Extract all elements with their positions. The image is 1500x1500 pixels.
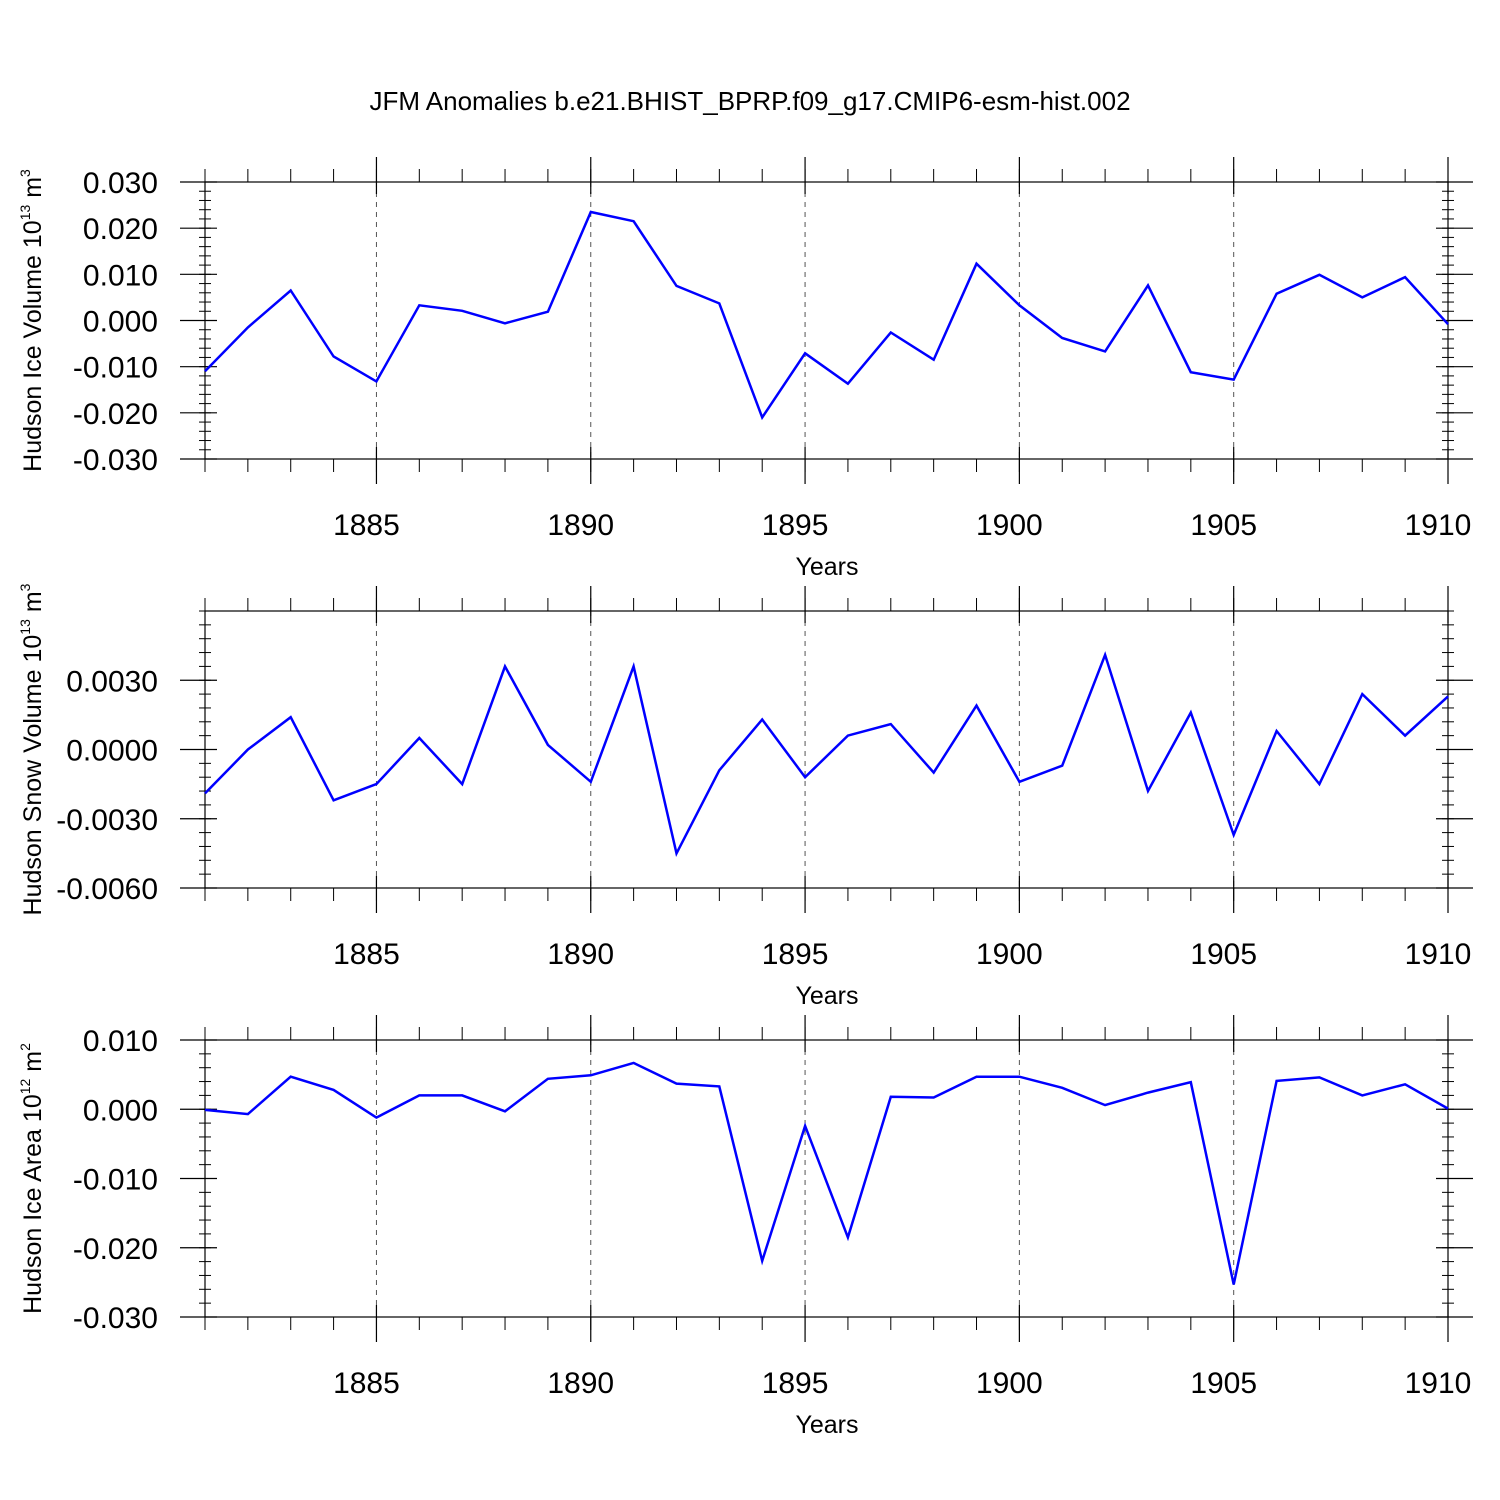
y-tick-label: 0.020 [83,213,158,246]
y-axis-label: Hudson Ice Area 1012 m2 [17,1043,47,1314]
x-tick-label: 1885 [333,509,400,542]
series-line-ice-volume [204,210,1449,421]
figure-title: JFM Anomalies b.e21.BHIST_BPRP.f09_g17.C… [369,86,1130,116]
x-tick-label: 1895 [762,509,829,542]
x-tick-label: 1900 [976,938,1043,971]
y-tick-label: 0.030 [83,167,158,200]
y-tick-label: 0.0030 [66,665,158,698]
y-tick-label: -0.020 [73,398,158,431]
y-tick-label: -0.020 [73,1233,158,1266]
y-tick-label: -0.0030 [56,804,158,837]
x-tick-label: 1885 [333,1367,400,1400]
x-tick-label: 1905 [1190,1367,1257,1400]
x-tick-label: 1890 [547,1367,614,1400]
y-tick-label: 0.010 [83,1025,158,1058]
x-axis-label: Years [795,982,858,1010]
chart-panel-snow-volume: 0.0030 0.0000 -0.0030 -0.0060 1885 1890 1895 19… [17,583,1473,1010]
x-tick-label: 1900 [976,509,1043,542]
x-tick-label: 1905 [1190,938,1257,971]
y-tick-label: -0.010 [73,352,158,385]
x-tick-label: 1890 [547,938,614,971]
y-tick-label: 0.010 [83,259,158,292]
y-tick-label: -0.030 [73,444,158,477]
x-tick-label: 1895 [762,1367,829,1400]
x-axis-label: Years [795,1411,858,1439]
y-axis-label: Hudson Snow Volume 1013 m3 [17,583,47,915]
x-tick-label: 1905 [1190,509,1257,542]
x-tick-label: 1910 [1405,938,1472,971]
x-tick-label: 1910 [1405,1367,1472,1400]
x-tick-label: 1900 [976,1367,1043,1400]
chart-panel-ice-area: 0.010 0.000 -0.010 -0.020 -0.030 1885 1890 1895… [17,1015,1473,1439]
panels: 0.030 0.020 0.010 0.000 -0.010 -0.020 -0.030 18… [17,157,1473,1439]
series-line-ice-area [204,1061,1449,1285]
y-tick-label: 0.000 [83,306,158,339]
x-tick-label: 1910 [1405,509,1472,542]
y-tick-label: -0.030 [73,1302,158,1335]
y-tick-label: 0.000 [83,1094,158,1127]
y-tick-label: 0.0000 [66,735,158,768]
y-tick-label: -0.010 [73,1164,158,1197]
y-tick-label: -0.0060 [56,873,158,906]
x-tick-label: 1895 [762,938,829,971]
series-line-snow-volume [204,651,1449,858]
chart-panel-ice-volume: 0.030 0.020 0.010 0.000 -0.010 -0.020 -0.030 18… [17,157,1473,581]
x-tick-label: 1885 [333,938,400,971]
x-axis-label: Years [795,553,858,581]
y-axis-label: Hudson Ice Volume 1013 m3 [17,169,47,472]
x-tick-label: 1890 [547,509,614,542]
